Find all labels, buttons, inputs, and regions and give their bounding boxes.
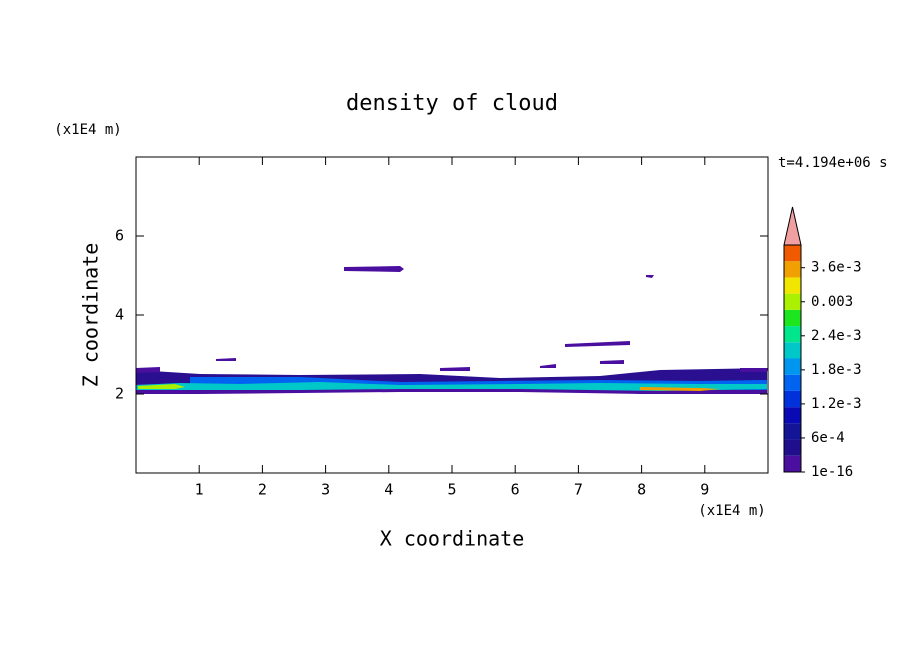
colorbar-band bbox=[784, 390, 801, 408]
time-label: t=4.194e+06 s bbox=[778, 155, 888, 171]
colorbar-band bbox=[784, 374, 801, 391]
chart-title: density of cloud bbox=[346, 91, 558, 116]
colorbar-band bbox=[784, 245, 801, 262]
colorbar-tick-label: 1.2e-3 bbox=[811, 396, 862, 412]
cloud-region bbox=[216, 275, 654, 371]
colorbar-band bbox=[784, 261, 801, 278]
colorbar-band bbox=[784, 455, 801, 472]
x-tick-label: 5 bbox=[447, 481, 456, 499]
colorbar-band bbox=[784, 277, 801, 294]
x-tick-label: 2 bbox=[258, 481, 267, 499]
x-tick-label: 4 bbox=[384, 481, 393, 499]
cloud-region bbox=[640, 387, 720, 391]
cloud-region bbox=[138, 384, 185, 389]
cloud-field bbox=[136, 266, 768, 394]
cloud-region bbox=[344, 266, 404, 272]
x-unit: (x1E4 m) bbox=[698, 503, 765, 519]
colorbar-tick-label: 6e-4 bbox=[811, 430, 845, 446]
y-tick-label: 2 bbox=[115, 385, 124, 403]
colorbar-band bbox=[784, 293, 801, 310]
x-tick-label: 8 bbox=[637, 481, 646, 499]
colorbar-band bbox=[784, 326, 801, 343]
colorbar-frame bbox=[783, 244, 802, 473]
x-tick-label: 9 bbox=[700, 481, 709, 499]
y-tick-label: 4 bbox=[115, 306, 124, 324]
x-axis-label: X coordinate bbox=[380, 527, 525, 551]
y-tick-label: 6 bbox=[115, 227, 124, 245]
colorbar-tick-label: 3.6e-3 bbox=[811, 260, 862, 276]
colorbar-band bbox=[784, 358, 801, 375]
colorbar-band bbox=[784, 309, 801, 327]
colorbar-tick-label: 1.8e-3 bbox=[811, 362, 862, 378]
colorbar-tick-label: 1e-16 bbox=[811, 464, 853, 480]
y-unit: (x1E4 m) bbox=[54, 122, 121, 138]
x-tick-label: 6 bbox=[511, 481, 520, 499]
cloud-region bbox=[136, 382, 767, 391]
colorbar-band bbox=[784, 342, 801, 359]
colorbar-tick-label: 0.003 bbox=[811, 294, 853, 310]
colorbar-band bbox=[784, 439, 801, 456]
x-tick-label: 3 bbox=[321, 481, 330, 499]
colorbar-band bbox=[784, 407, 801, 424]
colorbar-tick-label: 2.4e-3 bbox=[811, 328, 862, 344]
colorbar-band bbox=[784, 423, 801, 440]
x-tick-label: 7 bbox=[574, 481, 583, 499]
x-tick-label: 1 bbox=[195, 481, 204, 499]
y-axis-label: Z coordinate bbox=[79, 243, 103, 388]
